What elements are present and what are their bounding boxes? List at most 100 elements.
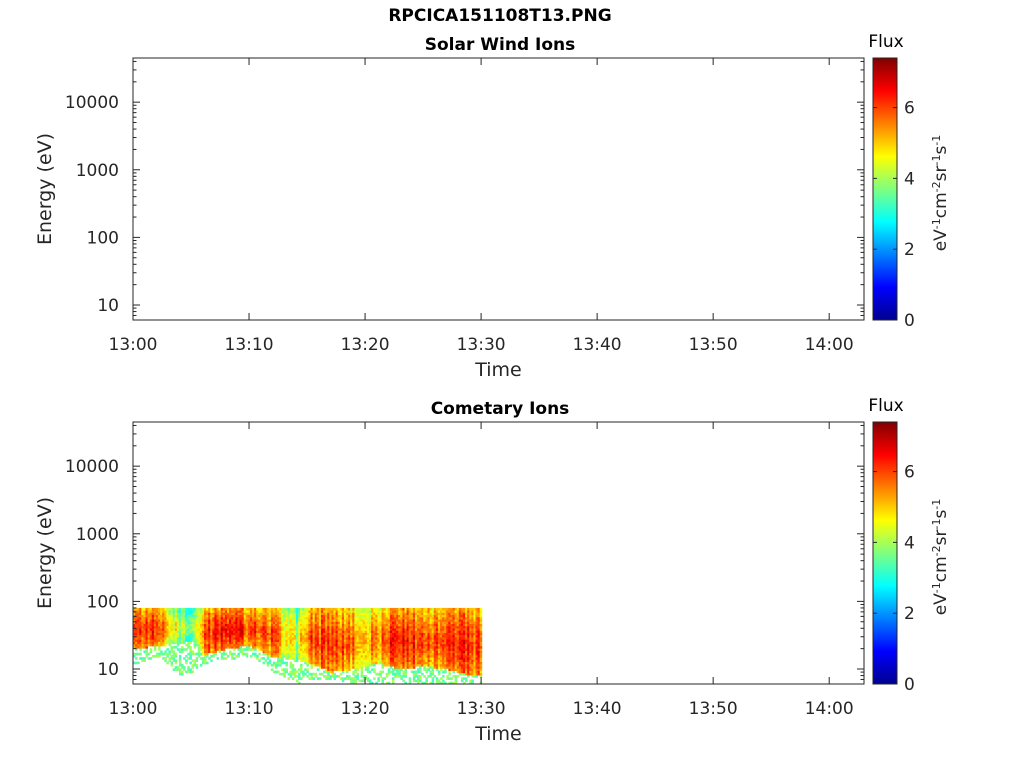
spectrogram-cell bbox=[354, 681, 357, 684]
spectrogram-cell bbox=[329, 677, 332, 680]
spectrogram-cell bbox=[320, 643, 324, 647]
spectrogram-cell bbox=[427, 661, 430, 665]
spectrogram-cell bbox=[356, 621, 359, 624]
spectrogram-cell bbox=[462, 668, 466, 671]
spectrogram-cell bbox=[133, 619, 136, 622]
spectrogram-cell bbox=[450, 625, 453, 629]
spectrogram-cell bbox=[383, 612, 387, 616]
spectrogram-cell bbox=[174, 637, 178, 640]
spectrogram-cell bbox=[358, 661, 362, 665]
spectrogram-cell bbox=[356, 645, 359, 649]
spectrogram-cell bbox=[431, 634, 435, 638]
spectrogram-cell bbox=[387, 625, 391, 629]
spectrogram-cell bbox=[174, 607, 178, 611]
spectrogram-cell bbox=[270, 623, 274, 627]
spectrogram-cell bbox=[291, 628, 295, 631]
spectrogram-cell bbox=[139, 610, 142, 613]
spectrogram-cell bbox=[318, 619, 322, 622]
spectrogram-cell bbox=[172, 614, 176, 618]
spectrogram-cell bbox=[465, 628, 468, 631]
spectrogram-cell bbox=[369, 659, 372, 663]
spectrogram-cell bbox=[450, 661, 453, 665]
spectrogram-cell bbox=[404, 630, 407, 633]
spectrogram-cell bbox=[352, 619, 355, 622]
spectrogram-cell bbox=[201, 659, 205, 663]
spectrogram-cell bbox=[260, 625, 263, 629]
spectrogram-cell bbox=[155, 614, 159, 618]
spectrogram-cell bbox=[404, 607, 407, 611]
spectrogram-cell bbox=[306, 643, 309, 647]
spectrogram-cell bbox=[229, 645, 232, 649]
spectrogram-cell bbox=[419, 637, 422, 640]
spectrogram-cell bbox=[364, 607, 368, 611]
spectrogram-cell bbox=[435, 668, 439, 671]
spectrogram-cell bbox=[433, 619, 437, 622]
spectrogram-cell bbox=[268, 654, 272, 658]
spectrogram-cell bbox=[465, 612, 468, 616]
spectrogram-cell bbox=[402, 645, 405, 649]
spectrogram-cell bbox=[431, 641, 435, 645]
spectrogram-cell bbox=[298, 643, 301, 647]
spectrogram-cell bbox=[308, 610, 311, 613]
spectrogram-cell bbox=[360, 668, 364, 671]
spectrogram-cell bbox=[283, 643, 286, 647]
spectrogram-cell bbox=[446, 663, 449, 667]
spectrogram-cell bbox=[268, 637, 272, 640]
spectrogram-cell bbox=[153, 639, 157, 642]
spectrogram-cell bbox=[458, 639, 462, 642]
spectrogram-cell bbox=[174, 625, 178, 629]
spectrogram-cell bbox=[245, 637, 249, 640]
spectrogram-cell bbox=[153, 625, 157, 629]
spectrogram-cell bbox=[189, 657, 192, 660]
spectrogram-cell bbox=[220, 641, 224, 645]
spectrogram-cell bbox=[467, 637, 470, 640]
spectrogram-cell bbox=[396, 643, 399, 647]
spectrogram-cell bbox=[450, 641, 453, 645]
spectrogram-cell bbox=[469, 654, 472, 658]
spectrogram-cell bbox=[473, 614, 476, 618]
spectrogram-cell bbox=[341, 614, 345, 618]
spectrogram-cell bbox=[421, 639, 424, 642]
spectrogram-cell bbox=[287, 648, 291, 651]
spectrogram-cell bbox=[417, 610, 420, 613]
spectrogram-cell bbox=[408, 654, 412, 658]
spectrogram-cell bbox=[306, 610, 309, 613]
spectrogram-cell bbox=[285, 645, 288, 649]
spectrogram-cell bbox=[170, 630, 174, 633]
spectrogram-cell bbox=[444, 616, 447, 620]
spectrogram-cell bbox=[283, 652, 286, 656]
spectrogram-cell bbox=[425, 628, 428, 631]
spectrogram-cell bbox=[408, 652, 412, 656]
spectrogram-cell bbox=[212, 634, 215, 638]
spectrogram-cell bbox=[448, 619, 451, 622]
spectrogram-cell bbox=[437, 666, 441, 669]
spectrogram-cell bbox=[193, 621, 197, 624]
spectrogram-cell bbox=[389, 652, 393, 656]
spectrogram-cell bbox=[471, 619, 474, 622]
spectrogram-cell bbox=[346, 630, 349, 633]
spectrogram-cell bbox=[151, 619, 155, 622]
spectrogram-cell bbox=[475, 621, 479, 624]
spectrogram-cell bbox=[320, 610, 324, 613]
spectrogram-cell bbox=[462, 625, 466, 629]
spectrogram-cell bbox=[168, 650, 171, 654]
spectrogram-cell bbox=[178, 614, 182, 618]
spectrogram-cell bbox=[364, 666, 368, 669]
spectrogram-cell bbox=[214, 607, 217, 611]
spectrogram-cell bbox=[465, 614, 468, 618]
spectrogram-cell bbox=[454, 668, 458, 671]
spectrogram-cell bbox=[212, 630, 215, 633]
spectrogram-cell bbox=[400, 661, 403, 665]
spectrogram-cell bbox=[320, 672, 324, 676]
spectrogram-cell bbox=[329, 654, 332, 658]
spectrogram-cell bbox=[458, 630, 462, 633]
spectrogram-cell bbox=[440, 623, 443, 627]
spectrogram-cell bbox=[354, 612, 357, 616]
spectrogram-cell bbox=[381, 637, 385, 640]
spectrogram-cell bbox=[364, 612, 368, 616]
spectrogram-cell bbox=[281, 672, 284, 676]
spectrogram-cell bbox=[264, 659, 268, 663]
spectrogram-cell bbox=[241, 632, 245, 636]
spectrogram-cell bbox=[314, 659, 318, 663]
spectrogram-cell bbox=[446, 610, 449, 613]
